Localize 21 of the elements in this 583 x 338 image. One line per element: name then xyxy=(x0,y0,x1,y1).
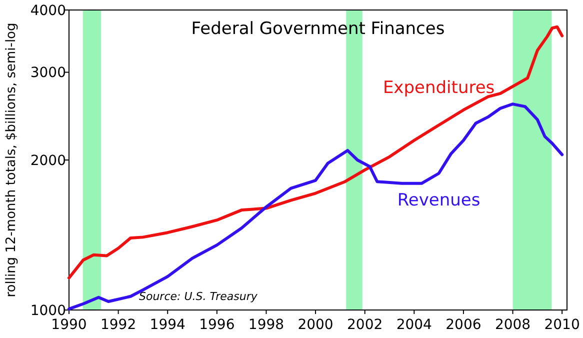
x-tick-label: 2010 xyxy=(544,317,580,333)
y-axis-title: rolling 12-month totals, $billions, semi-log xyxy=(4,22,19,298)
x-tick-label: 2000 xyxy=(298,317,334,333)
x-tick-label: 2008 xyxy=(494,317,531,333)
x-tick-label: 1998 xyxy=(248,317,284,333)
y-tick-label: 1000 xyxy=(30,302,66,319)
x-tick-label: 1992 xyxy=(100,317,136,333)
y-tick-label: 3000 xyxy=(30,65,66,82)
series-label: Expenditures xyxy=(382,78,495,98)
y-tick-label: 4000 xyxy=(30,2,66,19)
y-tick-label: 2000 xyxy=(30,152,66,169)
x-tick-label: 2002 xyxy=(347,317,383,333)
text: Federal Government Finances xyxy=(191,19,445,39)
x-tick-label: 2004 xyxy=(396,317,432,333)
x-tick-label: 1996 xyxy=(199,317,235,333)
x-tick-label: 2006 xyxy=(446,317,482,333)
series-label: Revenues xyxy=(397,190,480,210)
annotation: Source: U.S. Treasury xyxy=(139,290,258,303)
line-series xyxy=(68,102,564,310)
x-tick-label: 1994 xyxy=(150,317,186,333)
x-tick-label: 1990 xyxy=(51,317,87,333)
